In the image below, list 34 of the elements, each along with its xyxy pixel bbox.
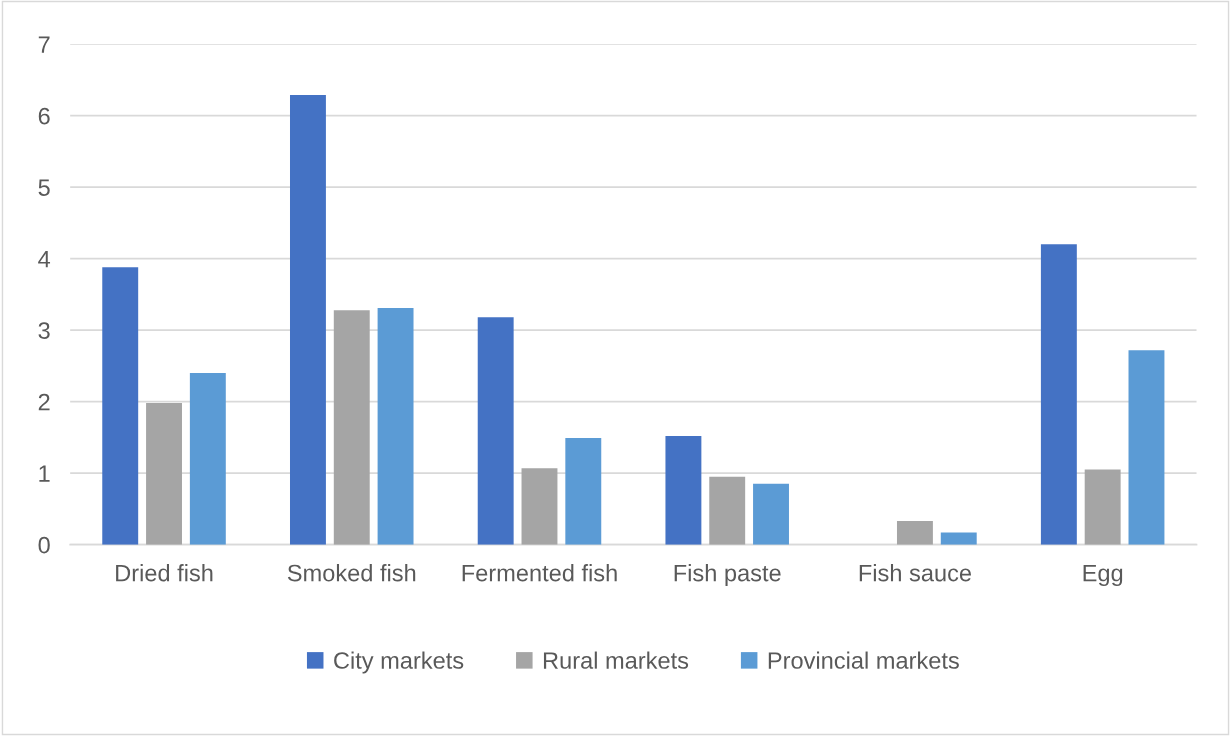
y-tick-label: 4 [38,250,51,268]
bar [753,483,789,545]
bar [940,532,977,545]
y-tick-label: 7 [38,36,50,53]
y-tick-label: 2 [38,393,50,411]
bar [1128,350,1165,545]
bar [102,267,139,545]
bar [709,476,746,545]
y-tick-label: 5 [38,179,50,196]
y-tick-label: 1 [39,465,50,482]
x-tick-label: Fermented fish [462,564,617,582]
legend-label: Provincial markets [768,651,959,669]
y-tick-label: 0 [38,536,50,554]
x-tick-label: Dried fish [116,564,213,582]
bar [146,403,182,545]
bar [333,310,370,545]
bar [665,435,702,545]
bar [377,307,414,545]
y-tick-label: 3 [38,322,50,339]
bar [896,521,933,545]
bar [189,373,226,545]
bar [521,468,558,545]
x-tick-label: Smoked fish [287,564,416,582]
x-tick-label: Fish sauce [859,564,971,582]
legend-label: Rural markets [543,651,689,669]
x-tick-label: Egg [1083,564,1123,587]
bar [477,317,514,545]
bar [290,94,326,545]
legend-label: City markets [334,651,464,674]
bar [1084,469,1121,545]
bar [565,438,602,545]
y-tick-label: 6 [38,107,50,125]
x-tick-label: Fish paste [674,564,781,587]
bar [1040,244,1077,545]
